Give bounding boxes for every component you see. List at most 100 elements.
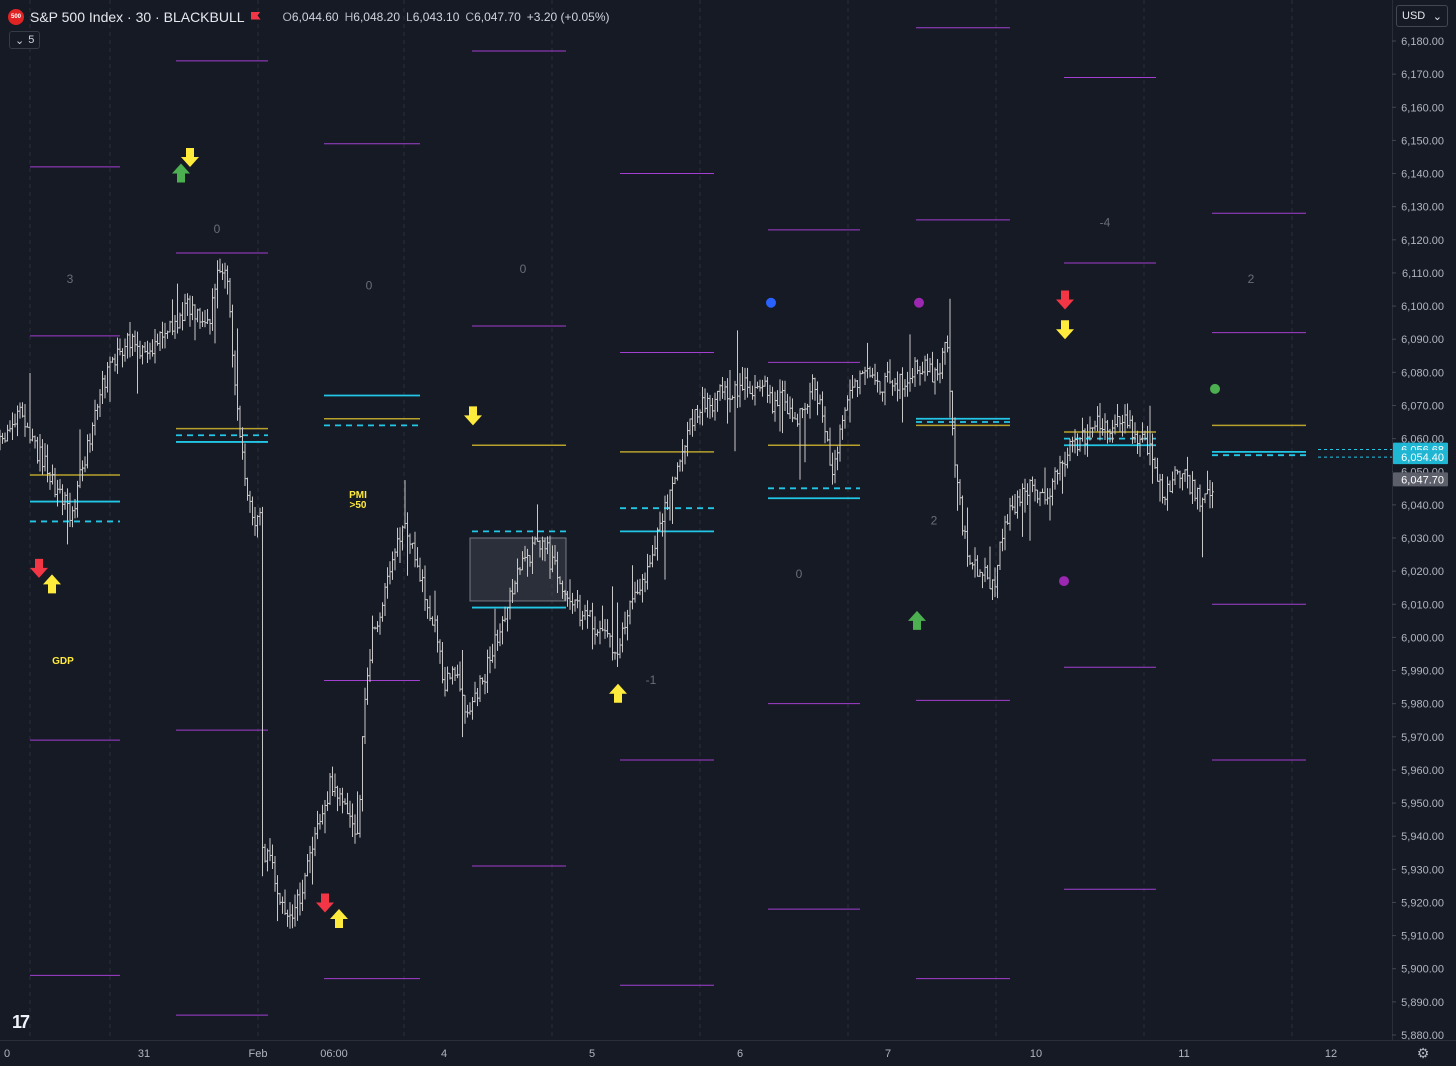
price-tick-label: 6,000.00 [1401,632,1444,644]
price-bar [791,398,794,423]
price-bar [1148,405,1152,466]
price-bar [786,393,789,415]
ohlc-values: O6,044.60 H6,048.20 L6,043.10 C6,047.70 … [283,10,610,24]
low-label: L [406,10,413,24]
price-bar [753,375,757,406]
price-bar [761,379,764,397]
arrow-down-icon-yellow [464,406,482,426]
indicators-collapse-button[interactable]: ⌄ 5 [9,31,41,49]
price-label-text: 6,047.70 [1401,474,1444,486]
price-bar [723,380,727,401]
price-bar [218,258,222,274]
time-axis[interactable]: 0 31 Feb 06:00 4 5 6 7 10 11 12 [0,1040,1456,1061]
price-bar [568,579,572,610]
price-bar [1053,467,1057,490]
price-bar [653,535,657,557]
price-bar [416,547,419,568]
price-bar [256,515,259,538]
price-bar [898,373,902,399]
arrow-down-icon-yellow [181,147,199,167]
flag-icon[interactable] [251,12,261,23]
price-bar [876,371,879,393]
price-bar [966,507,969,567]
price-bar [468,702,472,715]
price-bar [411,542,414,549]
chart-legend-header: 500 S&P 500 Index · 30 · BLACKBULL O6,04… [8,8,610,26]
price-bar [1191,471,1194,504]
price-bar [978,569,982,577]
price-bar [421,569,424,593]
price-bar [371,615,374,664]
price-bar [303,872,307,900]
event-annotation: PMI [349,490,367,501]
price-bar [328,773,332,805]
price-bar [128,321,132,358]
price-bar [741,367,744,391]
price-bar [921,361,924,375]
price-bar [183,293,187,322]
price-bar [398,527,402,563]
price-bar [616,602,619,667]
price-bar [871,367,874,379]
price-bar [1116,403,1119,428]
price-bar [681,439,684,472]
price-axis[interactable]: 6,180.00 6,170.00 6,160.00 6,150.00 6,140.00… [1392,0,1456,1066]
price-bar [153,329,157,364]
price-bar [113,353,117,372]
price-bar [461,649,464,738]
price-bar [721,377,724,399]
price-bar [728,369,732,413]
price-bar [276,875,279,922]
price-bar [136,331,139,394]
gear-icon[interactable]: ⚙ [1416,1044,1430,1061]
price-bar [418,557,422,582]
price-bar [353,814,357,844]
price-bar [413,531,417,568]
price-bar [623,611,627,635]
time-tick-label: 0 [4,1048,10,1060]
price-bar [591,602,594,650]
price-bar [781,380,784,434]
price-bar [366,667,369,705]
price-bar [98,389,102,418]
price-bar [363,687,367,745]
price-bar [873,363,877,385]
currency-label: USD [1402,10,1426,22]
price-bar [203,309,207,328]
price-bar [213,283,217,344]
price-bar [43,443,47,472]
price-bar [41,439,44,475]
symbol-title[interactable]: S&P 500 Index · 30 · BLACKBULL [30,9,245,25]
price-bar [333,773,337,797]
price-bar [1023,478,1027,513]
price-bar [1163,496,1167,506]
price-bar [776,390,779,407]
price-bar [81,460,84,482]
price-bar [326,791,329,811]
price-bar [743,367,747,400]
currency-selector[interactable]: USD ⌄ [1396,5,1448,27]
price-bar [263,843,267,863]
price-tick-label: 5,940.00 [1401,831,1444,843]
price-bar [76,480,79,518]
price-bar [396,527,399,557]
price-bar [796,413,799,427]
price-bar [973,547,977,578]
price-bar [773,391,777,422]
tradingview-logo[interactable]: 17 [12,1012,30,1032]
price-bar [593,616,597,645]
price-bar [713,392,717,421]
price-bar [88,433,92,453]
price-bar [1098,402,1102,441]
count-label: 0 [520,262,527,276]
price-bar [1186,456,1189,489]
price-bar [168,320,172,333]
price-bar [991,579,994,601]
price-bar [1208,480,1212,509]
time-tick-label: 06:00 [320,1048,348,1060]
price-bar [91,422,94,451]
price-axis-background [1392,0,1456,1066]
price-bar [933,367,937,395]
count-label: 2 [1248,272,1255,286]
